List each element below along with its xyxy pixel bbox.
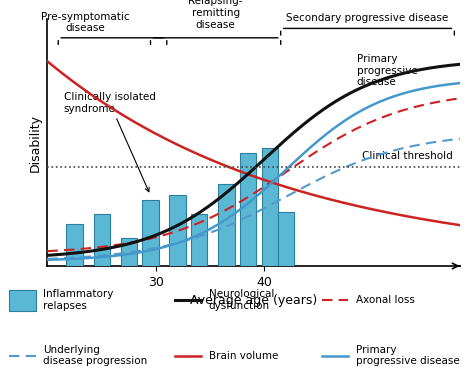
Bar	[121, 238, 137, 266]
Bar	[170, 195, 186, 266]
Text: Primary
progressive
disease: Primary progressive disease	[356, 54, 418, 87]
FancyBboxPatch shape	[9, 290, 36, 311]
Bar	[191, 214, 208, 266]
Text: Underlying
disease progression: Underlying disease progression	[43, 345, 147, 366]
Bar	[278, 212, 294, 266]
Text: Neurological
dysfunction: Neurological dysfunction	[209, 290, 274, 311]
Text: Secondary progressive disease: Secondary progressive disease	[286, 13, 449, 22]
Text: Pre-symptomatic
disease: Pre-symptomatic disease	[41, 11, 130, 33]
Bar	[93, 214, 110, 266]
Bar	[66, 224, 82, 266]
Bar	[240, 153, 256, 266]
Text: Relapsing-
remitting
disease: Relapsing- remitting disease	[188, 0, 243, 30]
X-axis label: Average age (years): Average age (years)	[190, 294, 317, 307]
Text: Primary
progressive disease: Primary progressive disease	[356, 345, 459, 366]
Text: Clinical threshold: Clinical threshold	[362, 151, 453, 162]
Text: Axonal loss: Axonal loss	[356, 295, 414, 305]
Bar	[262, 148, 278, 266]
Text: Clinically isolated
syndrome: Clinically isolated syndrome	[64, 92, 155, 192]
Y-axis label: Disability: Disability	[29, 114, 42, 171]
Bar	[142, 200, 159, 266]
Text: Brain volume: Brain volume	[209, 350, 278, 361]
Text: Inflammatory
relapses: Inflammatory relapses	[43, 290, 113, 311]
Bar	[219, 184, 235, 266]
